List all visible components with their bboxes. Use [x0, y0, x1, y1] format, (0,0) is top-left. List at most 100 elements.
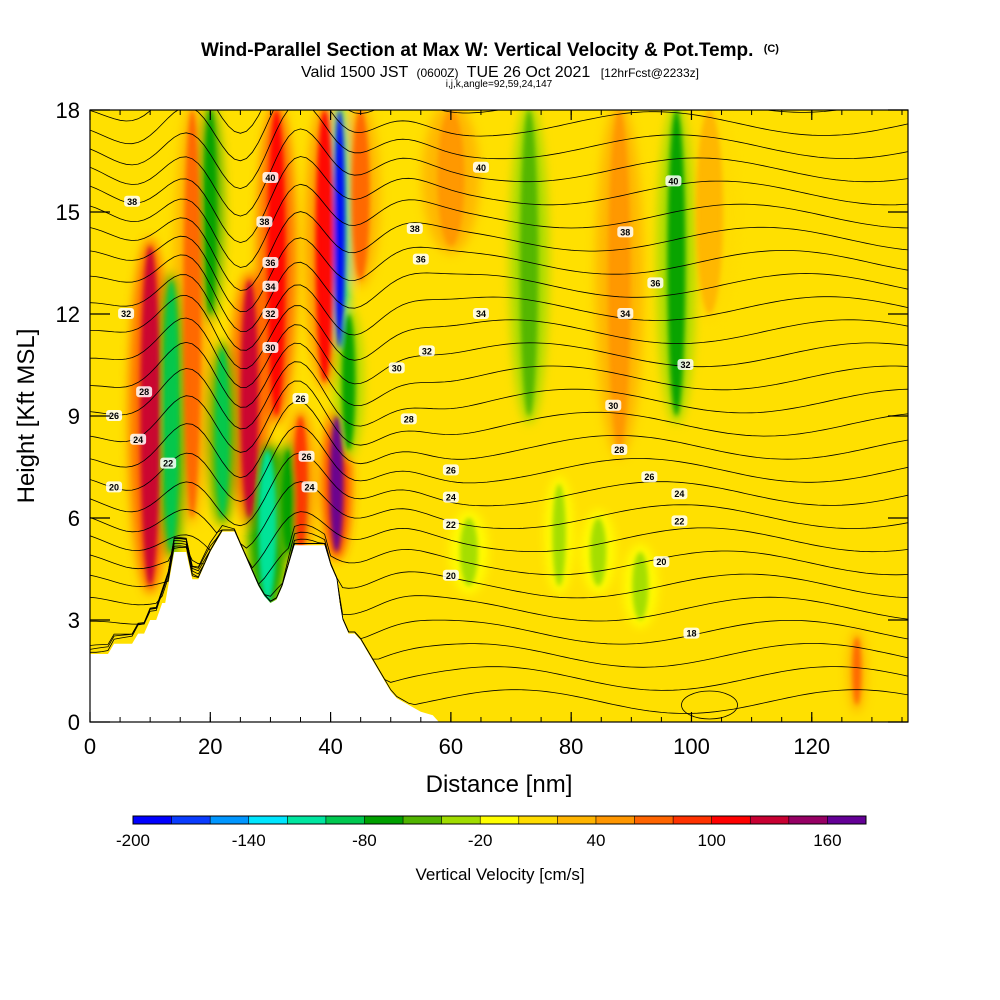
theta-label: 22 — [163, 459, 173, 469]
theta-label-bg — [160, 457, 177, 469]
theta-label: 38 — [410, 224, 420, 234]
theta-label-bg — [292, 393, 309, 404]
colorbar-swatch — [171, 816, 211, 824]
theta-label-bg — [412, 253, 429, 265]
theta-label-bg — [683, 627, 700, 639]
y-tick-label: 9 — [68, 404, 80, 429]
chart-subtitle: Valid 1500 JST (0600Z) TUE 26 Oct 2021 [… — [301, 64, 699, 81]
colorbar-swatch — [287, 816, 327, 824]
theta-label-bg — [647, 277, 664, 289]
theta-label: 20 — [446, 571, 456, 581]
theta-label: 24 — [446, 493, 456, 503]
downdraft-core — [590, 518, 607, 586]
theta-label: 32 — [265, 309, 275, 319]
theta-contour-line — [90, 380, 908, 453]
theta-label-bg — [611, 444, 628, 455]
theta-label-bg — [605, 399, 622, 411]
theta-label: 22 — [446, 520, 456, 530]
theta-label: 40 — [668, 176, 678, 186]
theta-contour-line — [90, 235, 908, 313]
theta-label: 24 — [133, 435, 143, 445]
x-tick-label: 120 — [793, 734, 830, 759]
theta-label: 26 — [644, 472, 654, 482]
colorbar-swatch — [248, 816, 288, 824]
theta-label: 36 — [416, 255, 426, 265]
downdraft-core — [281, 450, 296, 552]
theta-contour-line — [90, 481, 908, 549]
velocity-cores — [140, 110, 862, 705]
chart-title-suffix: (C) — [764, 43, 780, 55]
updraft-core — [183, 110, 202, 518]
theta-contour-line — [90, 425, 908, 502]
theta-label-bg — [472, 161, 489, 173]
theta-label: 32 — [680, 360, 690, 370]
subtitle-valid: Valid 1500 JST — [301, 64, 409, 81]
y-tick-label: 0 — [68, 710, 80, 735]
theta-label-bg — [106, 410, 123, 421]
theta-label-bg — [136, 386, 153, 398]
theta-label: 40 — [476, 163, 486, 173]
theta-label: 30 — [392, 363, 402, 373]
theta-label: 24 — [674, 489, 684, 499]
colorbar-swatch — [325, 816, 365, 824]
colorbar-swatch — [364, 816, 404, 824]
theta-contour-line — [90, 341, 908, 408]
theta-label-bg — [262, 257, 279, 268]
x-tick-label: 0 — [84, 734, 96, 759]
theta-label-bg — [256, 216, 273, 228]
downdraft-core — [520, 110, 539, 416]
colorbar-swatch — [210, 816, 250, 824]
colorbar-swatch — [557, 816, 597, 824]
theta-label-bg — [671, 488, 688, 500]
colorbar-tick-label: -20 — [468, 831, 493, 850]
colorbar: -200 -140 -80 -20 40 100 160 — [116, 815, 867, 850]
colorbar-tick-label: -200 — [116, 831, 150, 850]
theta-label: 34 — [265, 282, 275, 292]
y-tick-label: 18 — [56, 98, 80, 123]
theta-label: 26 — [296, 394, 306, 404]
y-tick-label: 15 — [56, 200, 80, 225]
colorbar-label: Vertical Velocity [cm/s] — [415, 865, 584, 884]
chart-title: Wind-Parallel Section at Max W: Vertical… — [201, 40, 779, 61]
y-tick-label: 3 — [68, 608, 80, 633]
theta-label: 26 — [109, 411, 119, 421]
colorbar-swatch — [133, 816, 172, 824]
theta-contour-labels: 40 38 36 34 32 30 26 26 24 38 32 28 26 24 22 20 40 38 36 34… — [106, 161, 700, 639]
theta-label: 38 — [620, 227, 630, 237]
theta-label-bg — [641, 471, 658, 483]
colorbar-swatch — [403, 816, 442, 824]
chart-subtitle-2: i,j,k,angle=92,59,24,147 — [446, 79, 553, 90]
theta-label-bg — [124, 195, 141, 207]
downdraft-core — [334, 110, 346, 348]
theta-label-bg — [677, 359, 694, 370]
theta-label: 38 — [127, 197, 137, 207]
theta-label-bg — [106, 481, 123, 493]
theta-label-bg — [118, 308, 135, 319]
colorbar-tick-label: -80 — [352, 831, 377, 850]
theta-label-bg — [130, 433, 147, 445]
plot-area: 40 38 36 34 32 30 26 26 24 38 32 28 26 24 22 20 40 38 36 34… — [90, 110, 908, 722]
theta-label: 26 — [302, 452, 312, 462]
theta-label-bg — [653, 556, 670, 568]
y-axis-label: Height [Kft MSL] — [13, 329, 40, 504]
colorbar-swatch — [673, 816, 712, 824]
theta-contour-line — [90, 274, 908, 351]
updraft-core — [329, 416, 344, 552]
theta-label-bg — [442, 491, 459, 503]
theta-label-bg — [671, 515, 688, 527]
theta-label: 26 — [446, 465, 456, 475]
theta-label-bg — [406, 223, 423, 234]
theta-label: 22 — [674, 516, 684, 526]
updraft-core — [351, 110, 370, 280]
colorbar-swatch — [788, 816, 828, 824]
theta-contour-line — [90, 128, 908, 217]
theta-label: 28 — [139, 387, 149, 397]
downdraft-core — [552, 484, 566, 586]
theta-label-bg — [442, 518, 459, 530]
y-tick-label: 6 — [68, 506, 80, 531]
subtitle-fcst: [12hrFcst@2233z] — [601, 66, 699, 80]
theta-contour-line — [90, 156, 908, 244]
theta-contour-line — [90, 400, 908, 479]
